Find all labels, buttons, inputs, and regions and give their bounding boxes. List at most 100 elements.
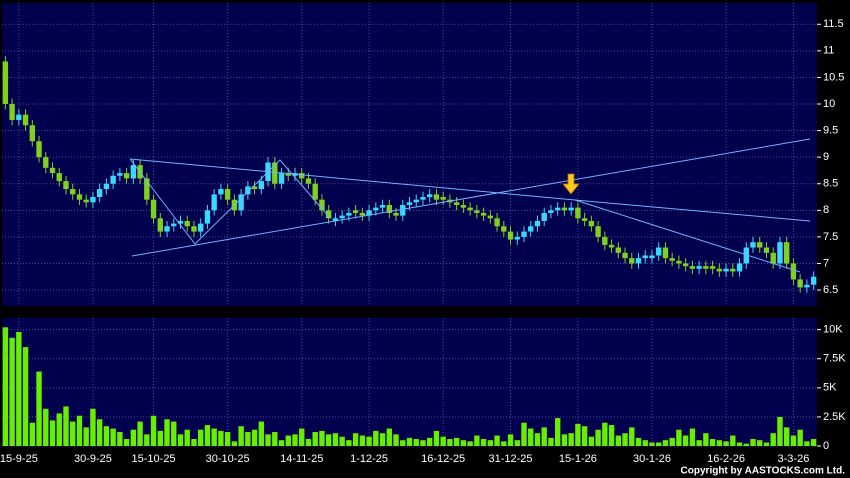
y-tick-label: 7 <box>823 257 829 269</box>
candle-body <box>514 236 520 240</box>
candle-body <box>157 218 163 232</box>
candle-body <box>528 226 534 232</box>
volume-bar <box>379 433 386 446</box>
volume-bar <box>184 429 190 446</box>
volume-bar <box>783 427 790 446</box>
volume-bar <box>608 425 615 446</box>
candle-body <box>453 202 460 205</box>
volume-bar <box>130 429 137 446</box>
x-tick-label: 1-12-25 <box>350 453 388 465</box>
volume-bar <box>480 439 487 446</box>
volume-bar <box>373 430 379 446</box>
volume-bar <box>63 406 69 446</box>
volume-bar <box>96 419 103 446</box>
y-tick-label: 7.5K <box>823 353 846 365</box>
volume-bar <box>581 426 588 446</box>
candle-body <box>656 247 662 256</box>
candle-body <box>635 258 642 264</box>
volume-bar <box>440 436 446 446</box>
volume-bar <box>359 435 366 446</box>
candle-body <box>413 199 419 203</box>
candle-body <box>224 189 231 200</box>
candle-body <box>427 194 433 198</box>
candle-body <box>305 178 312 184</box>
candle-body <box>352 210 359 213</box>
volume-bar <box>90 408 96 446</box>
candle-body <box>211 194 217 211</box>
x-tick-label: 30-1-26 <box>633 453 671 465</box>
candle-body <box>770 252 776 264</box>
volume-bar <box>467 441 473 446</box>
volume-bar <box>629 427 635 446</box>
candle-body <box>238 194 244 211</box>
volume-bar <box>575 423 581 446</box>
candle-body <box>541 212 547 221</box>
candle-body <box>568 207 574 211</box>
volume-bar <box>164 419 170 446</box>
candle-body <box>777 242 783 264</box>
volume-bar <box>319 430 325 446</box>
volume-bar <box>238 426 244 446</box>
candle-body <box>400 205 406 216</box>
x-tick-label: 3-3-26 <box>778 453 810 465</box>
candle-body <box>76 194 83 200</box>
volume-bar <box>588 436 595 446</box>
y-tick-label: 5K <box>823 382 837 394</box>
candle-body <box>548 210 554 213</box>
price-panel <box>2 3 817 306</box>
candle-body <box>797 279 803 288</box>
candle-body <box>184 220 190 227</box>
volume-bar <box>507 434 514 446</box>
candle-body <box>258 181 265 190</box>
candle-body <box>581 218 588 221</box>
candle-body <box>629 258 635 264</box>
grid: 6.5 7 7.5 8 8.5 9 9.5 10 10.5 11 11.5 0 2.5K 5K 7.5K 10… <box>0 3 846 465</box>
candle-body <box>494 218 500 227</box>
volume-bar <box>49 420 56 446</box>
candle-body <box>703 266 709 269</box>
volume-bar <box>602 422 608 446</box>
candle-body <box>144 178 150 200</box>
volume-bar <box>150 415 157 446</box>
candle-body <box>164 226 170 232</box>
volume-bar <box>736 442 743 446</box>
candle-body <box>117 173 123 176</box>
volume-bar <box>56 413 62 446</box>
candle-body <box>521 231 527 237</box>
volume-bar <box>433 430 440 446</box>
volume-bar <box>548 437 554 446</box>
volume-bar <box>103 426 110 446</box>
candle-body <box>198 223 204 232</box>
candle-body <box>804 284 810 288</box>
volume-bar <box>723 441 729 446</box>
volume-bar <box>689 428 696 446</box>
volume-bar <box>123 439 130 446</box>
y-tick-label: 10.5 <box>823 71 844 83</box>
candle-body <box>319 199 325 211</box>
candle-body <box>608 244 615 248</box>
volume-bar <box>292 434 298 446</box>
y-tick-label: 10K <box>823 324 843 336</box>
y-tick-label: 11 <box>823 45 834 57</box>
candle-body <box>602 236 608 245</box>
volume-bar <box>22 347 29 446</box>
candle-body <box>373 207 379 211</box>
volume-bar <box>420 440 426 446</box>
volume-bar <box>460 440 467 446</box>
volume-bar <box>346 440 352 446</box>
candle-body <box>534 220 541 227</box>
volume-bar <box>305 439 312 446</box>
candle-body <box>440 197 446 200</box>
volume-bar <box>810 439 817 446</box>
candle-body <box>96 189 103 198</box>
volume-bar <box>339 436 345 446</box>
volume-bar <box>730 435 736 446</box>
volume-bar <box>231 441 238 446</box>
candle-body <box>669 258 675 261</box>
signal-arrow <box>562 173 580 195</box>
volume-bar <box>251 429 258 446</box>
x-tick-label: 14-11-25 <box>280 453 323 465</box>
volume-bar <box>528 428 534 446</box>
volume-bar <box>9 337 15 446</box>
volume-bar <box>198 429 204 446</box>
